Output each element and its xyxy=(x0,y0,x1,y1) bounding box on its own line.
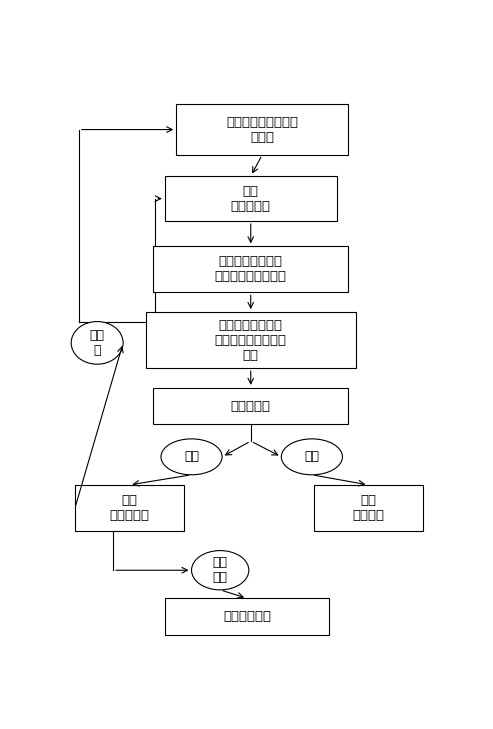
Ellipse shape xyxy=(71,321,123,364)
Text: 浓缩
污泥: 浓缩 污泥 xyxy=(212,556,228,584)
Text: 进入格栅池，进行拦
截处理: 进入格栅池，进行拦 截处理 xyxy=(226,116,298,144)
FancyBboxPatch shape xyxy=(146,312,356,368)
Text: 进入生物反应区，
活性污泥降解、曝气: 进入生物反应区， 活性污泥降解、曝气 xyxy=(215,255,287,284)
Ellipse shape xyxy=(161,439,222,475)
Text: 进入混凝反应区，
投加絮凝剂进行混凝
反应: 进入混凝反应区， 投加絮凝剂进行混凝 反应 xyxy=(215,319,287,362)
FancyBboxPatch shape xyxy=(176,104,348,155)
Text: 污水: 污水 xyxy=(304,451,319,464)
FancyBboxPatch shape xyxy=(75,485,184,531)
FancyBboxPatch shape xyxy=(165,176,337,221)
Ellipse shape xyxy=(282,439,343,475)
Text: 浓缩
液: 浓缩 液 xyxy=(90,329,105,357)
FancyBboxPatch shape xyxy=(153,246,348,292)
FancyBboxPatch shape xyxy=(165,599,329,635)
Ellipse shape xyxy=(191,550,249,590)
Text: 进入
生物选择区: 进入 生物选择区 xyxy=(231,184,271,213)
Text: 污泥: 污泥 xyxy=(184,451,199,464)
Text: 进入
污泥浓缩区: 进入 污泥浓缩区 xyxy=(109,494,149,522)
Text: 污泥排出系统: 污泥排出系统 xyxy=(223,610,271,623)
FancyBboxPatch shape xyxy=(314,485,423,531)
FancyBboxPatch shape xyxy=(153,388,348,424)
Text: 进入
人工湿地: 进入 人工湿地 xyxy=(352,494,384,522)
Text: 进入沉淀区: 进入沉淀区 xyxy=(231,399,271,413)
